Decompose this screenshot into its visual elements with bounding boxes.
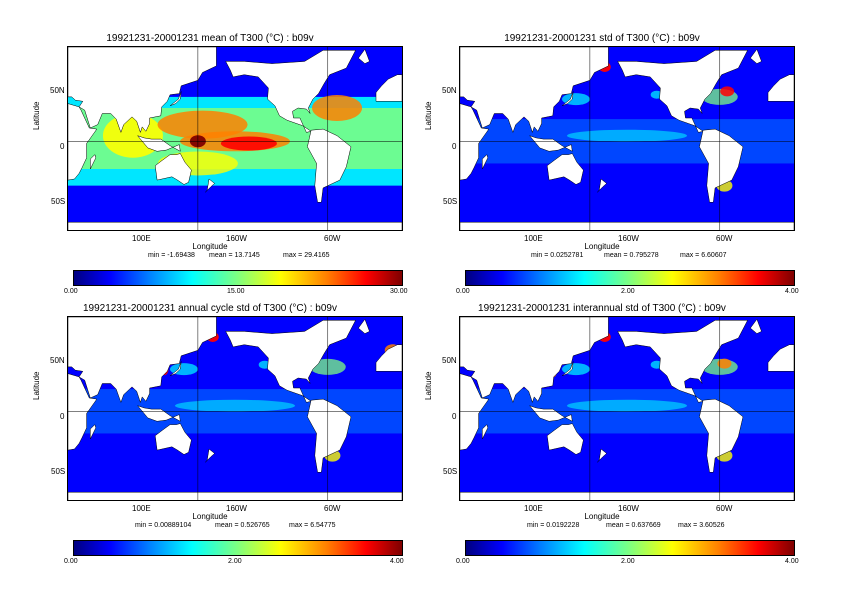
panel-interannual-std: 19921231-20001231 interannual std of T30… [392, 270, 812, 567]
y-tick-0: 0 [60, 412, 64, 421]
colorbar [73, 540, 403, 556]
y-tick-0: 0 [452, 412, 456, 421]
y-tick-50s: 50S [443, 467, 457, 476]
stat-max: max = 6.54775 [289, 522, 336, 529]
colorbar-label-mid: 2.00 [621, 558, 635, 565]
map-plot [67, 316, 403, 501]
y-tick-50s: 50S [51, 467, 65, 476]
panel-title: 19921231-20001231 interannual std of T30… [392, 303, 812, 314]
panel-title: 19921231-20001231 mean of T300 (°C) : b0… [0, 33, 420, 44]
antarctica-land [460, 222, 794, 230]
y-tick-50n: 50N [50, 356, 65, 365]
y-tick-0: 0 [60, 142, 64, 151]
stat-min: min = 0.0192228 [527, 522, 579, 529]
map-plot [459, 46, 795, 231]
x-axis-label: Longitude [392, 512, 812, 521]
colorbar-label-max: 4.00 [785, 558, 799, 565]
y-tick-0: 0 [452, 142, 456, 151]
x-axis-label: Longitude [0, 242, 420, 251]
equatorial-variability [567, 400, 687, 412]
map-plot [67, 46, 403, 231]
antarctica-land [460, 492, 794, 500]
panel-annual-cycle-std: 19921231-20001231 annual cycle std of T3… [0, 270, 420, 567]
map-svg [68, 47, 402, 230]
northwest-atlantic-max [720, 86, 734, 96]
panel-mean: 19921231-20001231 mean of T300 (°C) : b0… [0, 0, 420, 297]
y-tick-50s: 50S [443, 197, 457, 206]
y-axis-label: Latitude [424, 102, 433, 130]
y-tick-50n: 50N [442, 86, 457, 95]
indian-ocean-warm-pool [103, 114, 163, 158]
stat-min: min = 0.0252781 [531, 252, 583, 259]
antarctica-land [68, 222, 402, 230]
panel-title: 19921231-20001231 std of T300 (°C) : b09… [392, 33, 812, 44]
y-axis-label: Latitude [32, 372, 41, 400]
colorbar-label-min: 0.00 [456, 558, 470, 565]
stat-mean: mean = 0.637669 [606, 522, 661, 529]
antarctica-land [68, 492, 402, 500]
stat-min: min = 0.00889104 [135, 522, 191, 529]
stat-min: min = -1.69438 [148, 252, 195, 259]
equatorial-variability [567, 130, 687, 142]
equatorial-variability [175, 400, 295, 412]
equatorial-core [221, 136, 277, 150]
stat-max: max = 29.4165 [283, 252, 330, 259]
colorbar-label-min: 0.00 [64, 558, 78, 565]
map-svg [460, 47, 794, 230]
panel-title: 19921231-20001231 annual cycle std of T3… [0, 303, 420, 314]
panel-std: 19921231-20001231 std of T300 (°C) : b09… [392, 0, 812, 297]
colorbar-label-mid: 2.00 [228, 558, 242, 565]
y-tick-50n: 50N [50, 86, 65, 95]
y-axis-label: Latitude [32, 102, 41, 130]
stat-mean: mean = 0.795278 [604, 252, 659, 259]
north-atlantic-warm [312, 95, 362, 121]
y-tick-50s: 50S [51, 197, 65, 206]
stat-max: max = 3.60526 [678, 522, 725, 529]
map-svg [68, 317, 402, 500]
y-tick-50n: 50N [442, 356, 457, 365]
y-axis-label: Latitude [424, 372, 433, 400]
x-axis-label: Longitude [0, 512, 420, 521]
stat-mean: mean = 13.7145 [209, 252, 260, 259]
stat-mean: mean = 0.526765 [215, 522, 270, 529]
colorbar [465, 540, 795, 556]
map-svg [460, 317, 794, 500]
stat-max: max = 6.60607 [680, 252, 727, 259]
x-axis-label: Longitude [392, 242, 812, 251]
map-plot [459, 316, 795, 501]
northwest-atlantic-max [717, 359, 731, 369]
